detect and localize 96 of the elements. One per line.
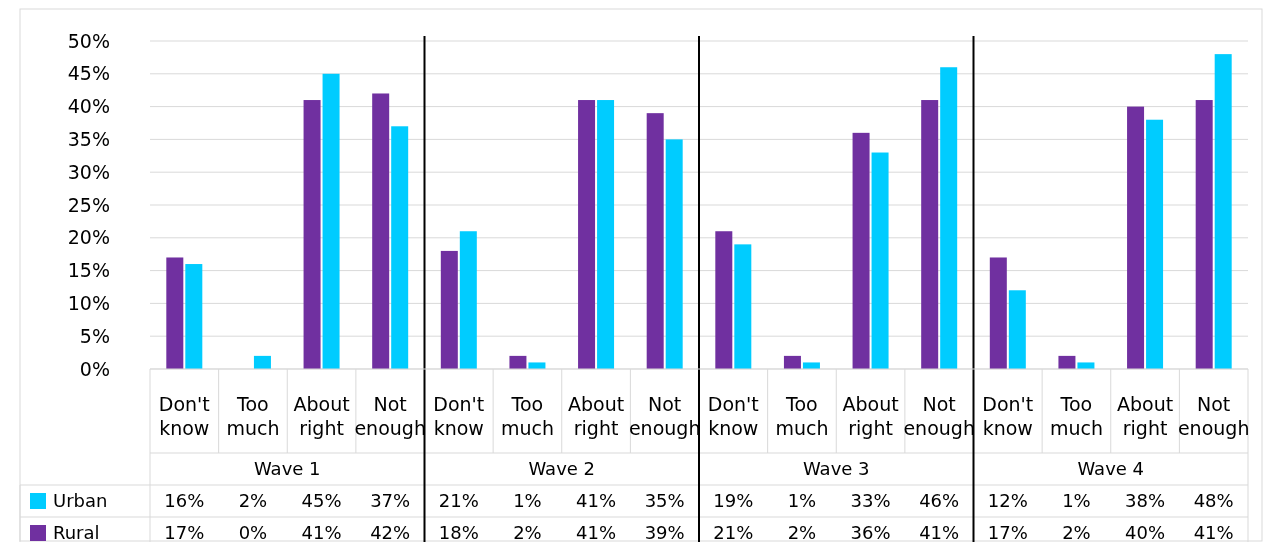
y-tick-label: 40% — [67, 95, 110, 118]
x-tick-label: Don't know — [707, 393, 759, 439]
x-tick-label: About right — [293, 393, 350, 439]
x-tick-label: Too much — [1049, 393, 1103, 439]
data-label: 1% — [1062, 490, 1091, 512]
x-tick-label: Don't know — [158, 393, 210, 439]
data-label: 38% — [1125, 490, 1166, 512]
data-label: 41% — [919, 522, 960, 544]
bar — [646, 113, 664, 369]
bar — [1214, 54, 1232, 369]
text: Wave 4 — [1077, 458, 1145, 480]
data-label: 33% — [850, 490, 891, 512]
bar — [253, 355, 271, 369]
x-tick-label: Too much — [226, 393, 280, 439]
bar — [166, 257, 184, 369]
bar — [1127, 106, 1145, 369]
bar — [665, 139, 683, 369]
data-label: 45% — [301, 490, 342, 512]
bar — [1195, 100, 1213, 369]
data-label: 2% — [1062, 522, 1091, 544]
data-label: 16% — [164, 490, 205, 512]
data-label: 41% — [576, 490, 617, 512]
y-tick-label: 5% — [79, 324, 110, 347]
text: Wave 2 — [528, 458, 596, 480]
x-tick-label: Don't know — [982, 393, 1034, 439]
data-label: 41% — [301, 522, 342, 544]
x-tick-label: Too much — [500, 393, 554, 439]
y-tick-label: 45% — [67, 62, 110, 85]
y-tick-label: 50% — [67, 29, 110, 52]
x-tick-label: Not enough — [903, 393, 975, 439]
bar — [509, 355, 527, 369]
bar — [1077, 362, 1095, 369]
bar — [734, 244, 752, 369]
data-label: 37% — [370, 490, 411, 512]
data-label: 1% — [513, 490, 542, 512]
data-label: 46% — [919, 490, 960, 512]
y-tick-label: 10% — [67, 292, 110, 315]
bar — [597, 100, 615, 369]
bar — [783, 355, 801, 369]
data-label: 17% — [987, 522, 1028, 544]
data-label: 48% — [1193, 490, 1234, 512]
data-label: 41% — [1193, 522, 1234, 544]
bar — [921, 100, 939, 369]
x-tick-label: About right — [842, 393, 899, 439]
data-label: 41% — [576, 522, 617, 544]
text: Wave 1 — [253, 458, 321, 480]
bar — [715, 231, 733, 369]
bar — [1058, 355, 1076, 369]
bar — [440, 250, 458, 369]
y-tick-label: 0% — [79, 357, 110, 380]
bar — [322, 73, 340, 369]
data-label: 21% — [438, 490, 479, 512]
data-label: 1% — [787, 490, 817, 512]
bar — [303, 100, 321, 369]
data-label: 0% — [238, 522, 268, 544]
data-label: 12% — [987, 490, 1028, 512]
y-tick-label: 15% — [67, 259, 110, 282]
data-label: 35% — [644, 490, 685, 512]
data-label: 42% — [370, 522, 411, 544]
x-tick-label: Too much — [775, 393, 829, 439]
data-label: 17% — [164, 522, 205, 544]
x-tick-label: About right — [567, 393, 625, 439]
x-tick-label: Not enough — [354, 393, 426, 439]
data-label: 2% — [787, 522, 817, 544]
bar — [459, 231, 477, 369]
data-label: 19% — [713, 490, 754, 512]
data-label: 40% — [1125, 522, 1166, 544]
legend-label: Rural — [53, 522, 100, 544]
bar — [578, 100, 596, 369]
bar — [852, 132, 870, 369]
bar — [372, 93, 390, 369]
y-tick-label: 20% — [67, 226, 110, 249]
bar — [989, 257, 1007, 369]
bar — [185, 264, 203, 369]
y-tick-label: 35% — [67, 128, 110, 151]
data-label: 2% — [513, 522, 542, 544]
y-tick-label: 30% — [67, 160, 110, 183]
x-tick-label: Not enough — [1177, 393, 1250, 439]
data-label: 39% — [644, 522, 685, 544]
data-label: 21% — [713, 522, 754, 544]
data-label: 2% — [238, 490, 268, 512]
bar — [871, 152, 889, 369]
text: Wave 3 — [802, 458, 870, 480]
x-tick-label: Don't know — [433, 393, 485, 439]
bar — [940, 67, 958, 369]
x-tick-label: Not enough — [628, 393, 701, 439]
bar — [391, 126, 409, 369]
bar — [528, 362, 546, 369]
bar — [802, 362, 820, 369]
legend-label: Urban — [53, 490, 108, 512]
x-tick-label: About right — [1116, 393, 1174, 439]
bar — [1008, 290, 1026, 369]
data-label: 18% — [438, 522, 479, 544]
data-label: 36% — [850, 522, 891, 544]
y-tick-label: 25% — [67, 193, 110, 216]
bar — [1146, 119, 1164, 369]
